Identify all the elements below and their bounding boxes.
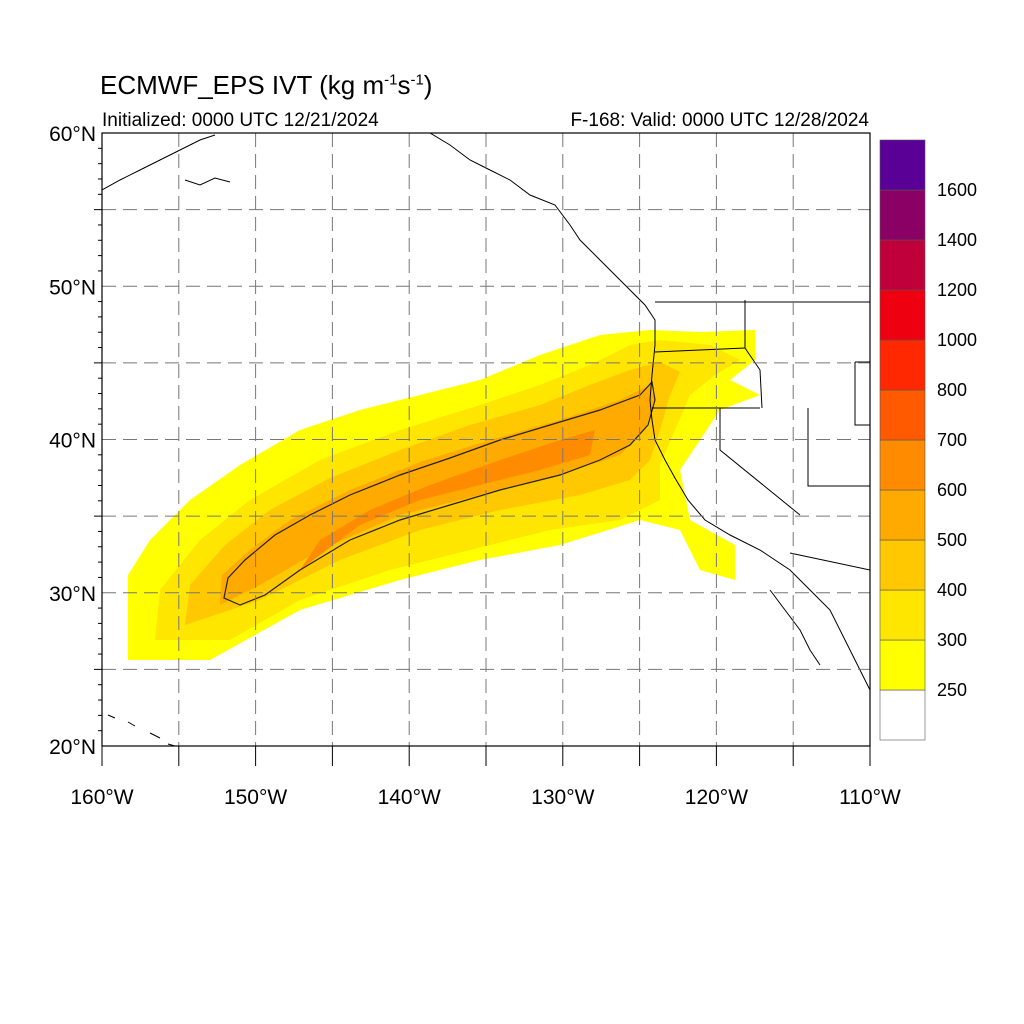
colorbar-label: 300 [937, 630, 967, 650]
north-america-coastline [429, 133, 870, 691]
ivt-band-600 [300, 430, 595, 570]
colorbar-box [879, 689, 926, 741]
lat-label: 40°N [49, 430, 96, 453]
nevada-utah-border [807, 408, 870, 487]
lon-label: 130°W [531, 786, 594, 809]
lon-label: 140°W [378, 786, 441, 809]
longitude-labels: 160°W 150°W 140°W 130°W 120°W 110°W [70, 786, 901, 809]
baja-california [769, 589, 821, 666]
lat-label: 20°N [49, 736, 96, 759]
colorbar-box [879, 389, 926, 441]
colorbar-label: 700 [937, 430, 967, 450]
lat-lon-grid [102, 133, 870, 746]
colorbar-box [879, 139, 926, 191]
lat-label: 30°N [49, 583, 96, 606]
colorbar-label: 1400 [937, 230, 977, 250]
colorbar-label: 1000 [937, 330, 977, 350]
colorbar-label: 500 [937, 530, 967, 550]
state-borders [652, 300, 870, 571]
lon-label: 150°W [224, 786, 287, 809]
colorbar-box [879, 489, 926, 541]
ivt-colorbar: 250 300 400 500 600 700 800 1000 1200 1400 1600 [879, 139, 977, 741]
colorbar-box [879, 289, 926, 341]
ivt-shading [128, 330, 760, 660]
us-mexico-border [789, 552, 870, 571]
coastline [102, 133, 870, 746]
colorbar-box [879, 339, 926, 391]
lon-label: 160°W [70, 786, 133, 809]
lon-label: 110°W [839, 786, 901, 809]
wyoming-box [854, 361, 870, 426]
lat-label: 50°N [49, 276, 96, 299]
valid-time-label: F-168: Valid: 0000 UTC 12/28/2024 [570, 110, 869, 131]
colorbar-box [879, 439, 926, 491]
colorbar-label: 800 [937, 380, 967, 400]
washington-oregon-border [654, 347, 746, 353]
colorbar-label: 250 [937, 680, 967, 700]
colorbar-box [879, 189, 926, 241]
colorbar-box [879, 539, 926, 591]
aleutian-islands [184, 177, 231, 186]
colorbar-label: 600 [937, 480, 967, 500]
latitude-labels: 60°N 50°N 40°N 30°N 20°N [49, 123, 96, 759]
colorbar-label: 1200 [937, 280, 977, 300]
colorbar-label: 1600 [937, 180, 977, 200]
lon-label: 120°W [685, 786, 748, 809]
california-nevada-border [719, 408, 801, 516]
colorbar-box [879, 239, 926, 291]
colorbar-box [879, 589, 926, 641]
alaska-coastline [102, 134, 216, 191]
colorbar-label: 400 [937, 580, 967, 600]
hawaii-islands [107, 714, 176, 746]
lat-label: 60°N [49, 123, 96, 146]
initialized-label: Initialized: 0000 UTC 12/21/2024 [102, 110, 379, 131]
chart-title: ECMWF_EPS IVT (kg m-1s-1) [100, 70, 433, 100]
colorbar-box [879, 639, 926, 691]
idaho-border [744, 300, 763, 409]
axis-ticks [94, 147, 871, 766]
ivt-contour-500 [223, 380, 656, 606]
